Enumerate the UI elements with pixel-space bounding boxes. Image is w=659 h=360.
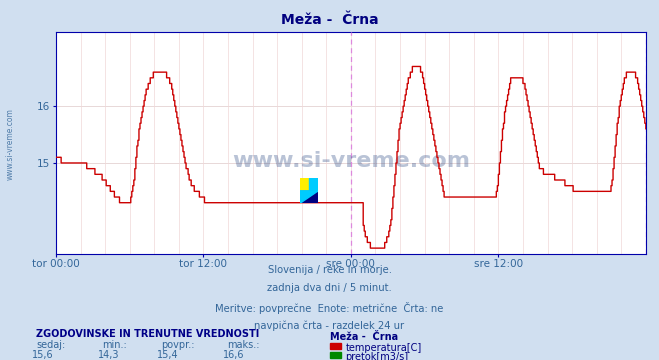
Text: -nan: -nan — [32, 358, 54, 360]
Bar — [309, 178, 318, 191]
Text: www.si-vreme.com: www.si-vreme.com — [5, 108, 14, 180]
Text: min.:: min.: — [102, 340, 127, 350]
Bar — [300, 191, 318, 203]
Text: -nan: -nan — [98, 358, 120, 360]
Text: -nan: -nan — [223, 358, 245, 360]
Text: navpična črta - razdelek 24 ur: navpična črta - razdelek 24 ur — [254, 321, 405, 331]
Text: povpr.:: povpr.: — [161, 340, 195, 350]
Text: temperatura[C]: temperatura[C] — [345, 343, 422, 353]
Polygon shape — [300, 191, 318, 203]
Text: Meža -  Črna: Meža - Črna — [330, 332, 397, 342]
Text: Meritve: povprečne  Enote: metrične  Črta: ne: Meritve: povprečne Enote: metrične Črta:… — [215, 302, 444, 314]
Text: zadnja dva dni / 5 minut.: zadnja dva dni / 5 minut. — [267, 283, 392, 293]
Text: 15,6: 15,6 — [32, 350, 53, 360]
Text: -nan: -nan — [157, 358, 179, 360]
Text: 15,4: 15,4 — [158, 350, 179, 360]
Text: ZGODOVINSKE IN TRENUTNE VREDNOSTI: ZGODOVINSKE IN TRENUTNE VREDNOSTI — [36, 329, 260, 339]
Text: maks.:: maks.: — [227, 340, 260, 350]
Text: 14,3: 14,3 — [98, 350, 119, 360]
Text: Meža -  Črna: Meža - Črna — [281, 13, 378, 27]
Text: 16,6: 16,6 — [223, 350, 244, 360]
Text: www.si-vreme.com: www.si-vreme.com — [232, 151, 470, 171]
Bar — [300, 178, 309, 191]
Text: sedaj:: sedaj: — [36, 340, 65, 350]
Text: Slovenija / reke in morje.: Slovenija / reke in morje. — [268, 265, 391, 275]
Text: pretok[m3/s]: pretok[m3/s] — [345, 352, 409, 360]
